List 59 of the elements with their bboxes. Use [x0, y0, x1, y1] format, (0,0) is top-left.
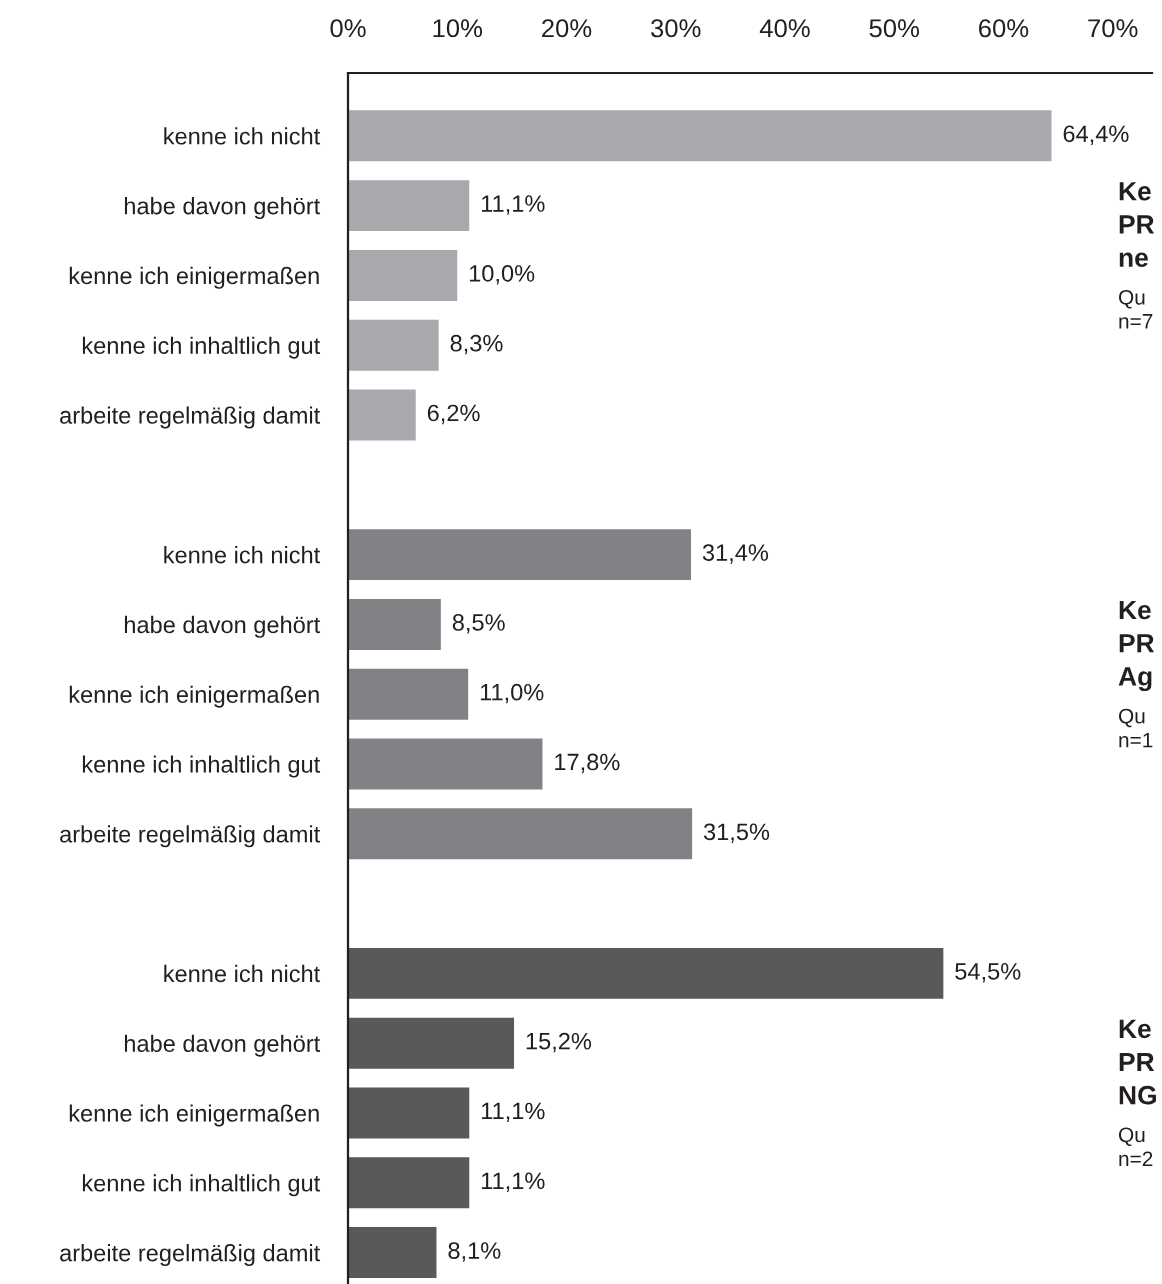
y-tick-label: habe davon gehört — [124, 197, 321, 220]
data-label: 11,1% — [481, 1102, 545, 1123]
y-tick-label: arbeite regelmäßig damit — [60, 406, 321, 429]
y-tick-label: habe davon gehört — [124, 1034, 321, 1057]
annotation: Ke PR ne — [1119, 182, 1155, 267]
x-tick-label: 0% — [330, 19, 366, 38]
x-tick-label: 20% — [542, 19, 592, 38]
bar — [348, 529, 692, 581]
y-tick-label: kenne ich nicht — [164, 964, 321, 983]
y-tick-label: kenne ich inhaltlich gut — [82, 1174, 321, 1197]
data-label: 8,1% — [448, 1242, 501, 1262]
data-label: 64,4% — [1063, 125, 1129, 145]
y-tick-label: kenne ich einigermaßen — [69, 266, 319, 289]
bar — [348, 249, 458, 301]
data-label: 11,1% — [481, 1172, 545, 1192]
data-label: 15,2% — [526, 1032, 592, 1053]
bar — [348, 1087, 470, 1139]
y-tick-label: kenne ich inhaltlich gut — [82, 336, 321, 359]
data-label: 10,0% — [469, 265, 535, 285]
bar — [348, 180, 470, 232]
data-label: 54,5% — [955, 963, 1021, 983]
data-label: 8,3% — [450, 334, 503, 355]
annotation: Qu n=7 — [1118, 289, 1153, 329]
x-tick-label: 70% — [1088, 19, 1138, 38]
y-tick-label: kenne ich nicht — [164, 127, 321, 145]
annotation: Qu n=1 — [1118, 708, 1153, 748]
bar — [348, 1157, 470, 1209]
data-label: 11,0% — [480, 683, 544, 704]
annotation: Qu n=2 — [1118, 1127, 1153, 1166]
data-label: 11,1% — [481, 195, 545, 215]
bar — [348, 598, 441, 650]
x-tick-label: 40% — [759, 19, 810, 38]
bar — [348, 668, 469, 720]
bar — [348, 319, 439, 371]
bar — [348, 110, 1052, 162]
y-tick-label: kenne ich einigermaßen — [69, 1104, 319, 1127]
bar — [348, 389, 416, 441]
bar — [348, 947, 944, 999]
data-label: 17,8% — [555, 753, 620, 774]
data-label: 6,2% — [427, 404, 480, 425]
bar — [348, 808, 693, 860]
y-tick-label: arbeite regelmäßig damit — [60, 1244, 321, 1267]
bar — [348, 1227, 437, 1279]
data-label: 31,4% — [702, 544, 769, 564]
annotation: Ke PR NG — [1119, 1019, 1156, 1105]
y-tick-label: habe davon gehört — [124, 615, 321, 638]
x-tick-label: 50% — [869, 19, 919, 38]
y-tick-label: arbeite regelmäßig damit — [60, 825, 321, 848]
x-tick-label: 10% — [433, 19, 483, 38]
y-tick-label: kenne ich einigermaßen — [69, 685, 319, 708]
annotation: Ke PR Ag — [1118, 600, 1155, 692]
bar — [348, 1017, 515, 1069]
x-tick-label: 60% — [979, 19, 1029, 38]
data-label: 31,5% — [703, 823, 770, 843]
bar — [348, 738, 543, 790]
x-tick-label: 30% — [650, 19, 701, 38]
y-tick-label: kenne ich nicht — [164, 546, 321, 564]
data-label: 8,5% — [452, 614, 505, 634]
y-tick-label: kenne ich inhaltlich gut — [82, 755, 321, 778]
